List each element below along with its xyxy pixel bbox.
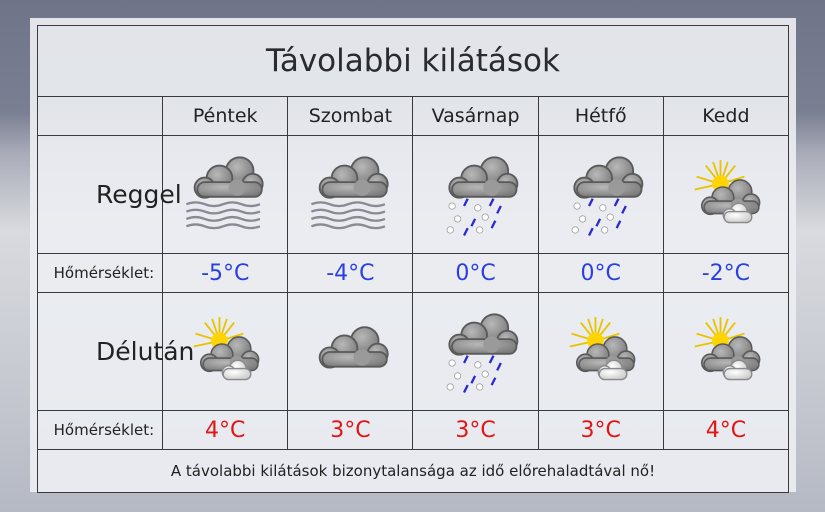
weather-cell — [162, 135, 289, 254]
row-label-afternoon: Délután — [36, 292, 194, 411]
weather-cell — [162, 292, 289, 411]
weather-row-afternoon: Délután — [36, 292, 790, 411]
sleet-icon — [446, 155, 518, 236]
day-header: Szombat — [287, 96, 414, 136]
header-corner — [36, 96, 164, 136]
weather-cell — [537, 135, 664, 254]
day-header: Hétfő — [537, 96, 664, 136]
temperature-value: -2°C — [662, 253, 790, 293]
day-header: Vasárnap — [412, 96, 539, 136]
partly-sunny-icon — [693, 158, 761, 223]
weather-cell — [662, 292, 790, 411]
row-label-morning: Reggel — [36, 135, 182, 254]
temperature-value: 0°C — [412, 253, 539, 293]
cloudy-icon — [319, 325, 390, 369]
day-header: Kedd — [662, 96, 790, 136]
day-header: Péntek — [162, 96, 289, 136]
temperature-value: 4°C — [662, 410, 790, 450]
partly-sunny-icon — [693, 315, 761, 380]
temperature-value: -5°C — [162, 253, 289, 293]
weather-cell — [287, 135, 414, 254]
weather-cell — [412, 135, 539, 254]
temperature-value: 3°C — [412, 410, 539, 450]
temp-label: Hőmérséklet: — [36, 410, 164, 450]
weather-cell — [537, 292, 664, 411]
day-header-row: Péntek Szombat Vasárnap Hétfő Kedd — [36, 96, 790, 136]
weather-cell — [287, 292, 414, 411]
fog-cloud-icon — [311, 155, 390, 229]
sleet-icon — [446, 312, 518, 393]
weather-cell — [662, 135, 790, 254]
temp-row-morning: Hőmérséklet: -5°C -4°C 0°C 0°C -2°C — [36, 253, 790, 293]
temp-label: Hőmérséklet: — [36, 253, 164, 293]
weather-row-morning: Reggel — [36, 135, 790, 254]
weather-cell — [412, 292, 539, 411]
temperature-value: 3°C — [287, 410, 414, 450]
page-title: Távolabbi kilátások — [37, 25, 789, 97]
sleet-icon — [571, 155, 644, 236]
temperature-value: 3°C — [537, 410, 664, 450]
partly-sunny-icon — [568, 315, 636, 380]
fog-cloud-icon — [186, 155, 264, 229]
partly-sunny-icon — [193, 315, 260, 380]
temp-row-afternoon: Hőmérséklet: 4°C 3°C 3°C 3°C 4°C — [36, 410, 790, 450]
temperature-value: -4°C — [287, 253, 414, 293]
temperature-value: 0°C — [537, 253, 664, 293]
footer-note: A távolabbi kilátások bizonytalansága az… — [37, 449, 789, 493]
temperature-value: 4°C — [162, 410, 289, 450]
forecast-table: Távolabbi kilátások Péntek Szombat Vasárna… — [36, 25, 790, 493]
